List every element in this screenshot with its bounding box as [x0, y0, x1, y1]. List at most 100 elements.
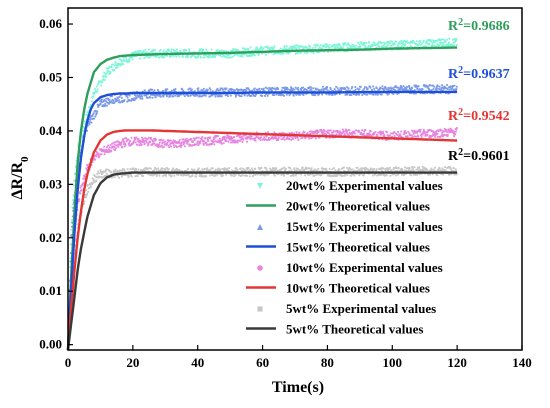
experimental-point [285, 93, 288, 96]
experimental-point [215, 49, 218, 52]
experimental-point [117, 101, 120, 104]
experimental-point [448, 173, 451, 176]
experimental-point [299, 51, 301, 54]
experimental-point [316, 44, 319, 47]
experimental-point [211, 173, 214, 176]
experimental-point [159, 145, 162, 148]
experimental-point [116, 174, 119, 177]
experimental-point [250, 90, 252, 93]
experimental-point [346, 130, 348, 133]
experimental-point [292, 94, 295, 97]
experimental-point [314, 132, 317, 134]
experimental-point [76, 223, 79, 226]
experimental-point [132, 140, 135, 143]
experimental-point [131, 56, 134, 58]
experimental-point [417, 85, 420, 88]
experimental-point [151, 140, 154, 142]
experimental-point [381, 138, 384, 141]
experimental-point [138, 144, 141, 147]
experimental-point [350, 168, 352, 171]
experimental-point [178, 169, 181, 171]
experimental-point [166, 88, 169, 91]
experimental-point [346, 46, 349, 49]
legend-item-experimental: 20wt% Experimental values [257, 178, 443, 193]
experimental-point [113, 176, 116, 179]
experimental-point [261, 48, 264, 51]
experimental-point [202, 56, 205, 59]
experimental-point [178, 145, 181, 148]
experimental-point [119, 141, 122, 144]
experimental-point [208, 56, 211, 59]
experimental-point [336, 44, 339, 47]
experimental-point [148, 167, 151, 170]
experimental-point [246, 136, 249, 138]
experimental-point [387, 89, 390, 91]
experimental-point [325, 130, 328, 133]
experimental-point [417, 134, 419, 137]
experimental-point [80, 189, 83, 191]
experimental-point [162, 49, 165, 52]
experimental-point [273, 52, 276, 55]
theoretical-line [66, 171, 458, 351]
experimental-point [315, 169, 318, 172]
experimental-point [372, 43, 375, 46]
experimental-point [167, 144, 170, 147]
experimental-point [432, 133, 434, 136]
experimental-point [123, 145, 126, 148]
experimental-point [216, 173, 219, 176]
experimental-point [71, 206, 74, 209]
experimental-point [94, 109, 97, 112]
experimental-point [157, 145, 160, 147]
experimental-point [376, 92, 379, 95]
experimental-point [455, 169, 457, 172]
experimental-point [369, 130, 372, 133]
experimental-point [435, 89, 438, 92]
experimental-point [296, 137, 299, 139]
experimental-point [73, 249, 76, 252]
experimental-point [255, 131, 258, 134]
experimental-point [430, 168, 433, 171]
experimental-point [123, 56, 126, 59]
experimental-point [92, 91, 94, 94]
experimental-point [310, 92, 313, 95]
experimental-point [119, 64, 122, 67]
experimental-point [234, 170, 236, 172]
experimental-point [108, 150, 111, 153]
experimental-point [378, 88, 381, 90]
experimental-point [237, 89, 240, 91]
experimental-point [243, 53, 246, 56]
experimental-point [169, 139, 172, 142]
experimental-point [363, 93, 366, 95]
experimental-point [384, 169, 387, 171]
experimental-point [415, 168, 418, 171]
experimental-point [267, 137, 270, 139]
experimental-point [111, 63, 114, 66]
experimental-point [81, 134, 83, 137]
experimental-point [302, 48, 305, 50]
experimental-point [419, 130, 422, 133]
experimental-point [140, 140, 143, 143]
experimental-point [392, 168, 395, 171]
experimental-point [115, 144, 118, 147]
experimental-point [197, 56, 199, 58]
experimental-point [141, 95, 143, 98]
experimental-point [83, 202, 85, 205]
experimental-point [232, 49, 235, 52]
experimental-point [418, 88, 421, 91]
experimental-point [155, 143, 158, 146]
experimental-point [191, 174, 194, 176]
experimental-point [259, 49, 262, 52]
experimental-point [125, 140, 128, 143]
experimental-point [348, 134, 350, 137]
experimental-point [351, 168, 354, 171]
experimental-point [255, 93, 257, 96]
experimental-point [99, 100, 101, 103]
experimental-point [239, 95, 241, 98]
experimental-point [314, 168, 317, 171]
experimental-point [219, 169, 222, 172]
experimental-point [330, 93, 333, 96]
experimental-point [88, 121, 91, 123]
experimental-point [133, 99, 136, 102]
experimental-point [405, 167, 408, 170]
experimental-point [193, 95, 196, 97]
